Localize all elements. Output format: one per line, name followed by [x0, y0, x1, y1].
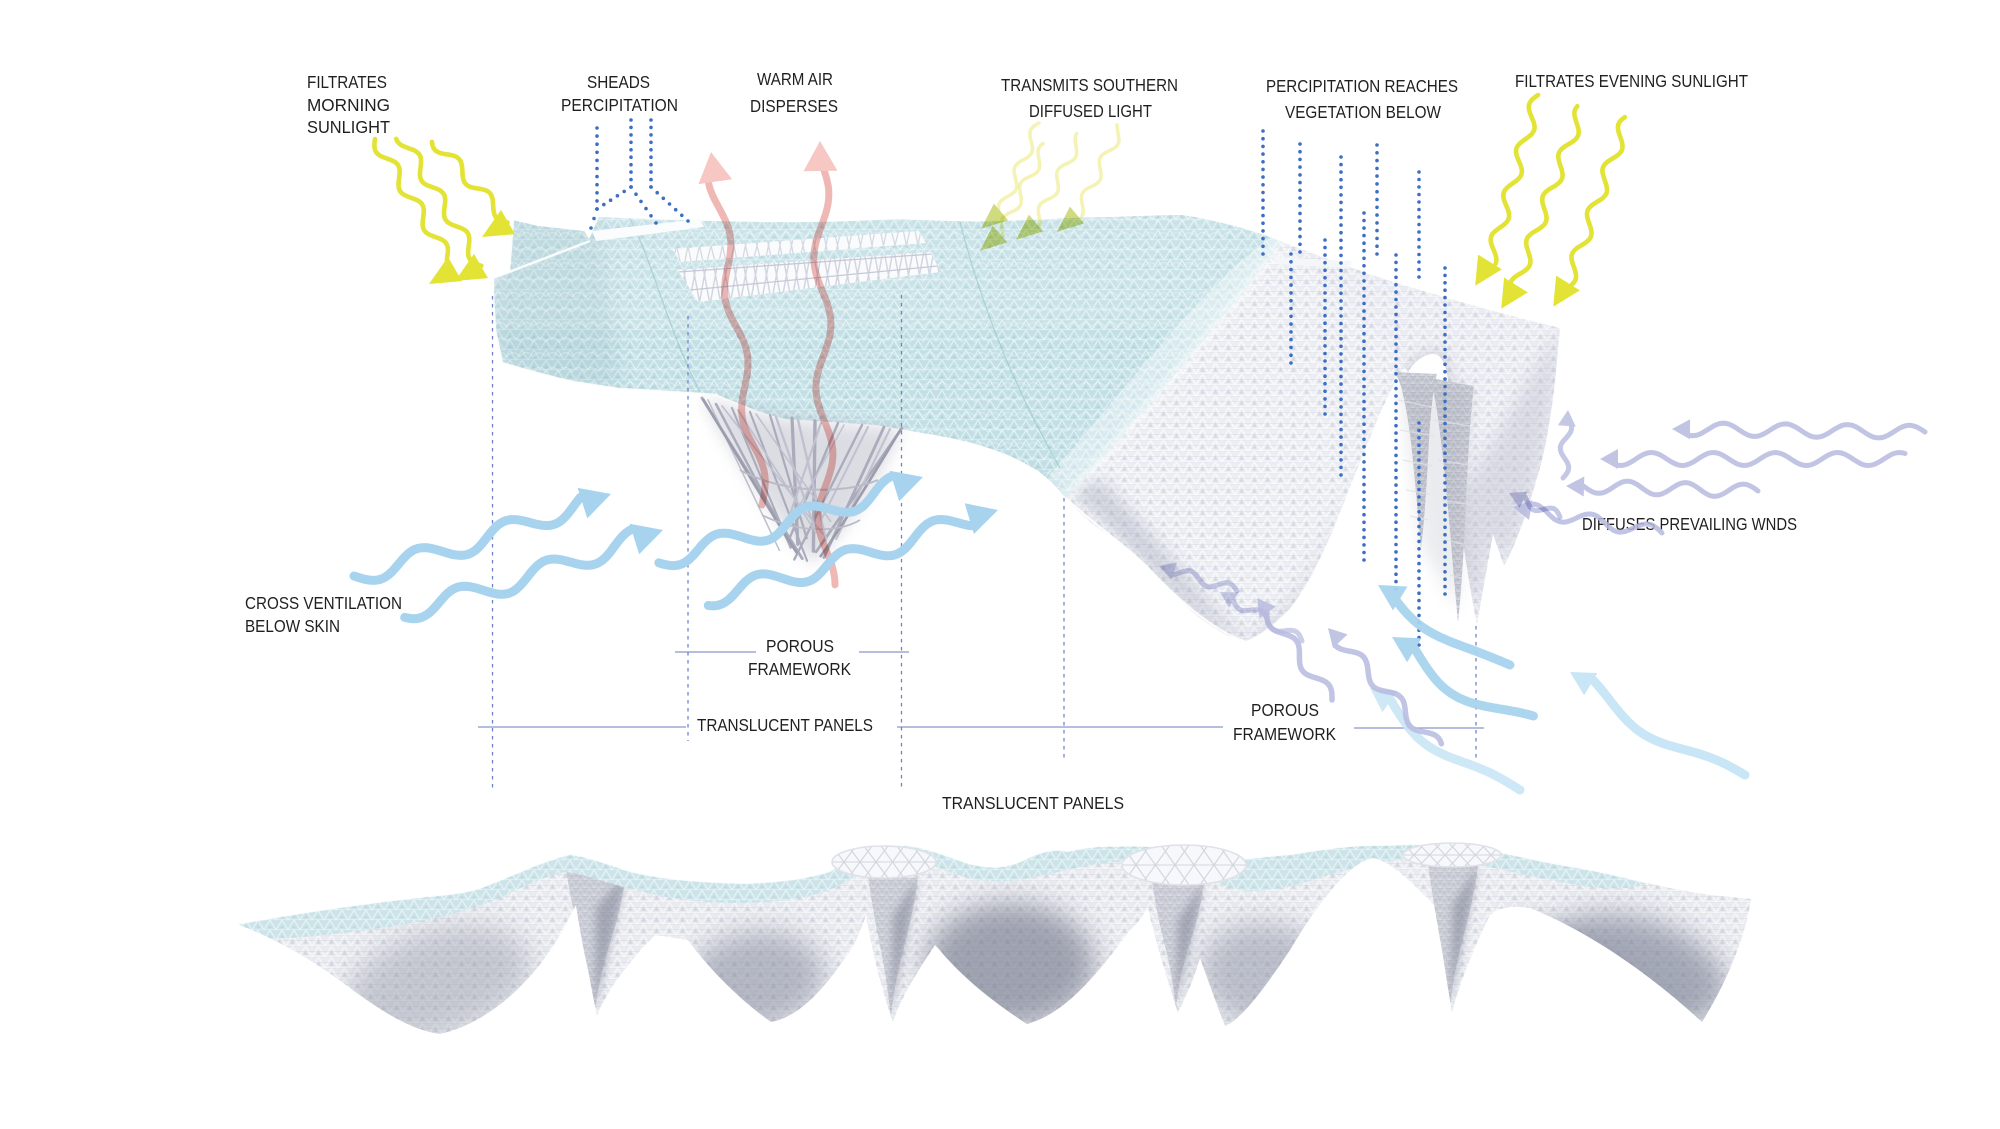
- svg-text:DISPERSES: DISPERSES: [750, 96, 838, 116]
- svg-text:DIFFUSED LIGHT: DIFFUSED LIGHT: [1029, 101, 1152, 121]
- svg-text:BELOW SKIN: BELOW SKIN: [245, 616, 340, 636]
- svg-text:MORNING: MORNING: [307, 95, 390, 115]
- svg-text:FILTRATES EVENING SUNLIGHT: FILTRATES EVENING SUNLIGHT: [1515, 71, 1748, 91]
- svg-text:POROUS: POROUS: [766, 636, 834, 656]
- svg-text:FRAMEWORK: FRAMEWORK: [748, 659, 851, 679]
- svg-text:TRANSMITS SOUTHERN: TRANSMITS SOUTHERN: [1001, 75, 1178, 95]
- svg-text:SHEADS: SHEADS: [587, 72, 650, 92]
- svg-text:VEGETATION BELOW: VEGETATION BELOW: [1285, 102, 1441, 122]
- svg-text:PERCIPITATION: PERCIPITATION: [561, 95, 678, 115]
- svg-text:PERCIPITATION REACHES: PERCIPITATION REACHES: [1266, 76, 1458, 96]
- svg-text:TRANSLUCENT PANELS: TRANSLUCENT PANELS: [697, 715, 873, 735]
- svg-text:CROSS VENTILATION: CROSS VENTILATION: [245, 593, 402, 613]
- svg-text:TRANSLUCENT PANELS: TRANSLUCENT PANELS: [942, 793, 1124, 813]
- svg-text:SUNLIGHT: SUNLIGHT: [307, 117, 390, 137]
- svg-text:WARM AIR: WARM AIR: [757, 69, 833, 89]
- svg-text:POROUS: POROUS: [1251, 700, 1319, 720]
- svg-text:FILTRATES: FILTRATES: [307, 72, 387, 92]
- svg-text:FRAMEWORK: FRAMEWORK: [1233, 724, 1336, 744]
